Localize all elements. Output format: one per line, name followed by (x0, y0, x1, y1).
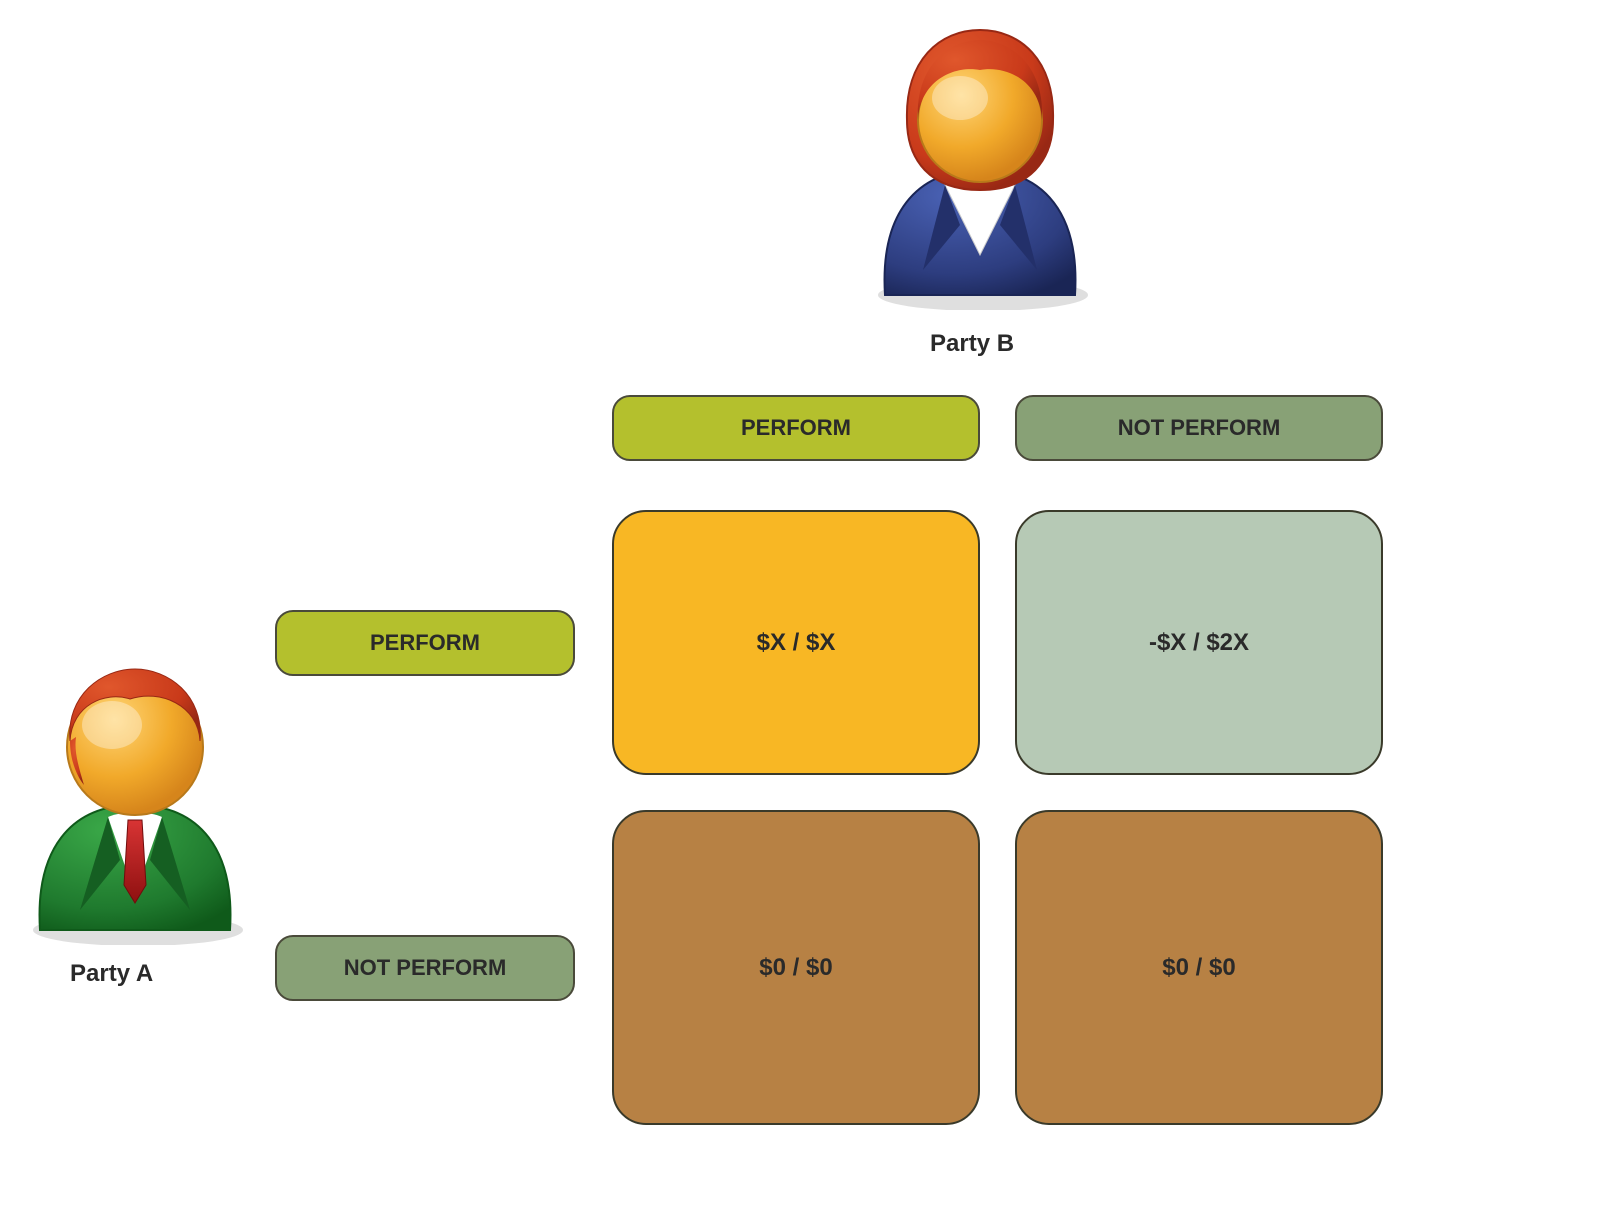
cell-perform-notperform: -$X / $2X (1015, 510, 1383, 775)
payoff-matrix-diagram: Party B (0, 0, 1619, 1210)
col-header-perform-label: PERFORM (741, 415, 851, 441)
party-a-label: Party A (70, 960, 153, 988)
party-b-avatar-icon (855, 20, 1105, 310)
row-header-not-perform: NOT PERFORM (275, 935, 575, 1001)
col-header-not-perform: NOT PERFORM (1015, 395, 1383, 461)
col-header-perform: PERFORM (612, 395, 980, 461)
party-a-avatar-icon (10, 655, 260, 945)
cell-notperform-notperform: $0 / $0 (1015, 810, 1383, 1125)
cell-perform-perform: $X / $X (612, 510, 980, 775)
cell-notperform-notperform-payoff: $0 / $0 (1162, 954, 1235, 982)
cell-perform-perform-payoff: $X / $X (757, 629, 836, 657)
party-b-label: Party B (930, 330, 1014, 358)
col-header-not-perform-label: NOT PERFORM (1118, 415, 1281, 441)
cell-notperform-perform-payoff: $0 / $0 (759, 954, 832, 982)
cell-notperform-perform: $0 / $0 (612, 810, 980, 1125)
row-header-perform-label: PERFORM (370, 630, 480, 656)
cell-perform-notperform-payoff: -$X / $2X (1149, 629, 1249, 657)
row-header-not-perform-label: NOT PERFORM (344, 955, 507, 981)
row-header-perform: PERFORM (275, 610, 575, 676)
